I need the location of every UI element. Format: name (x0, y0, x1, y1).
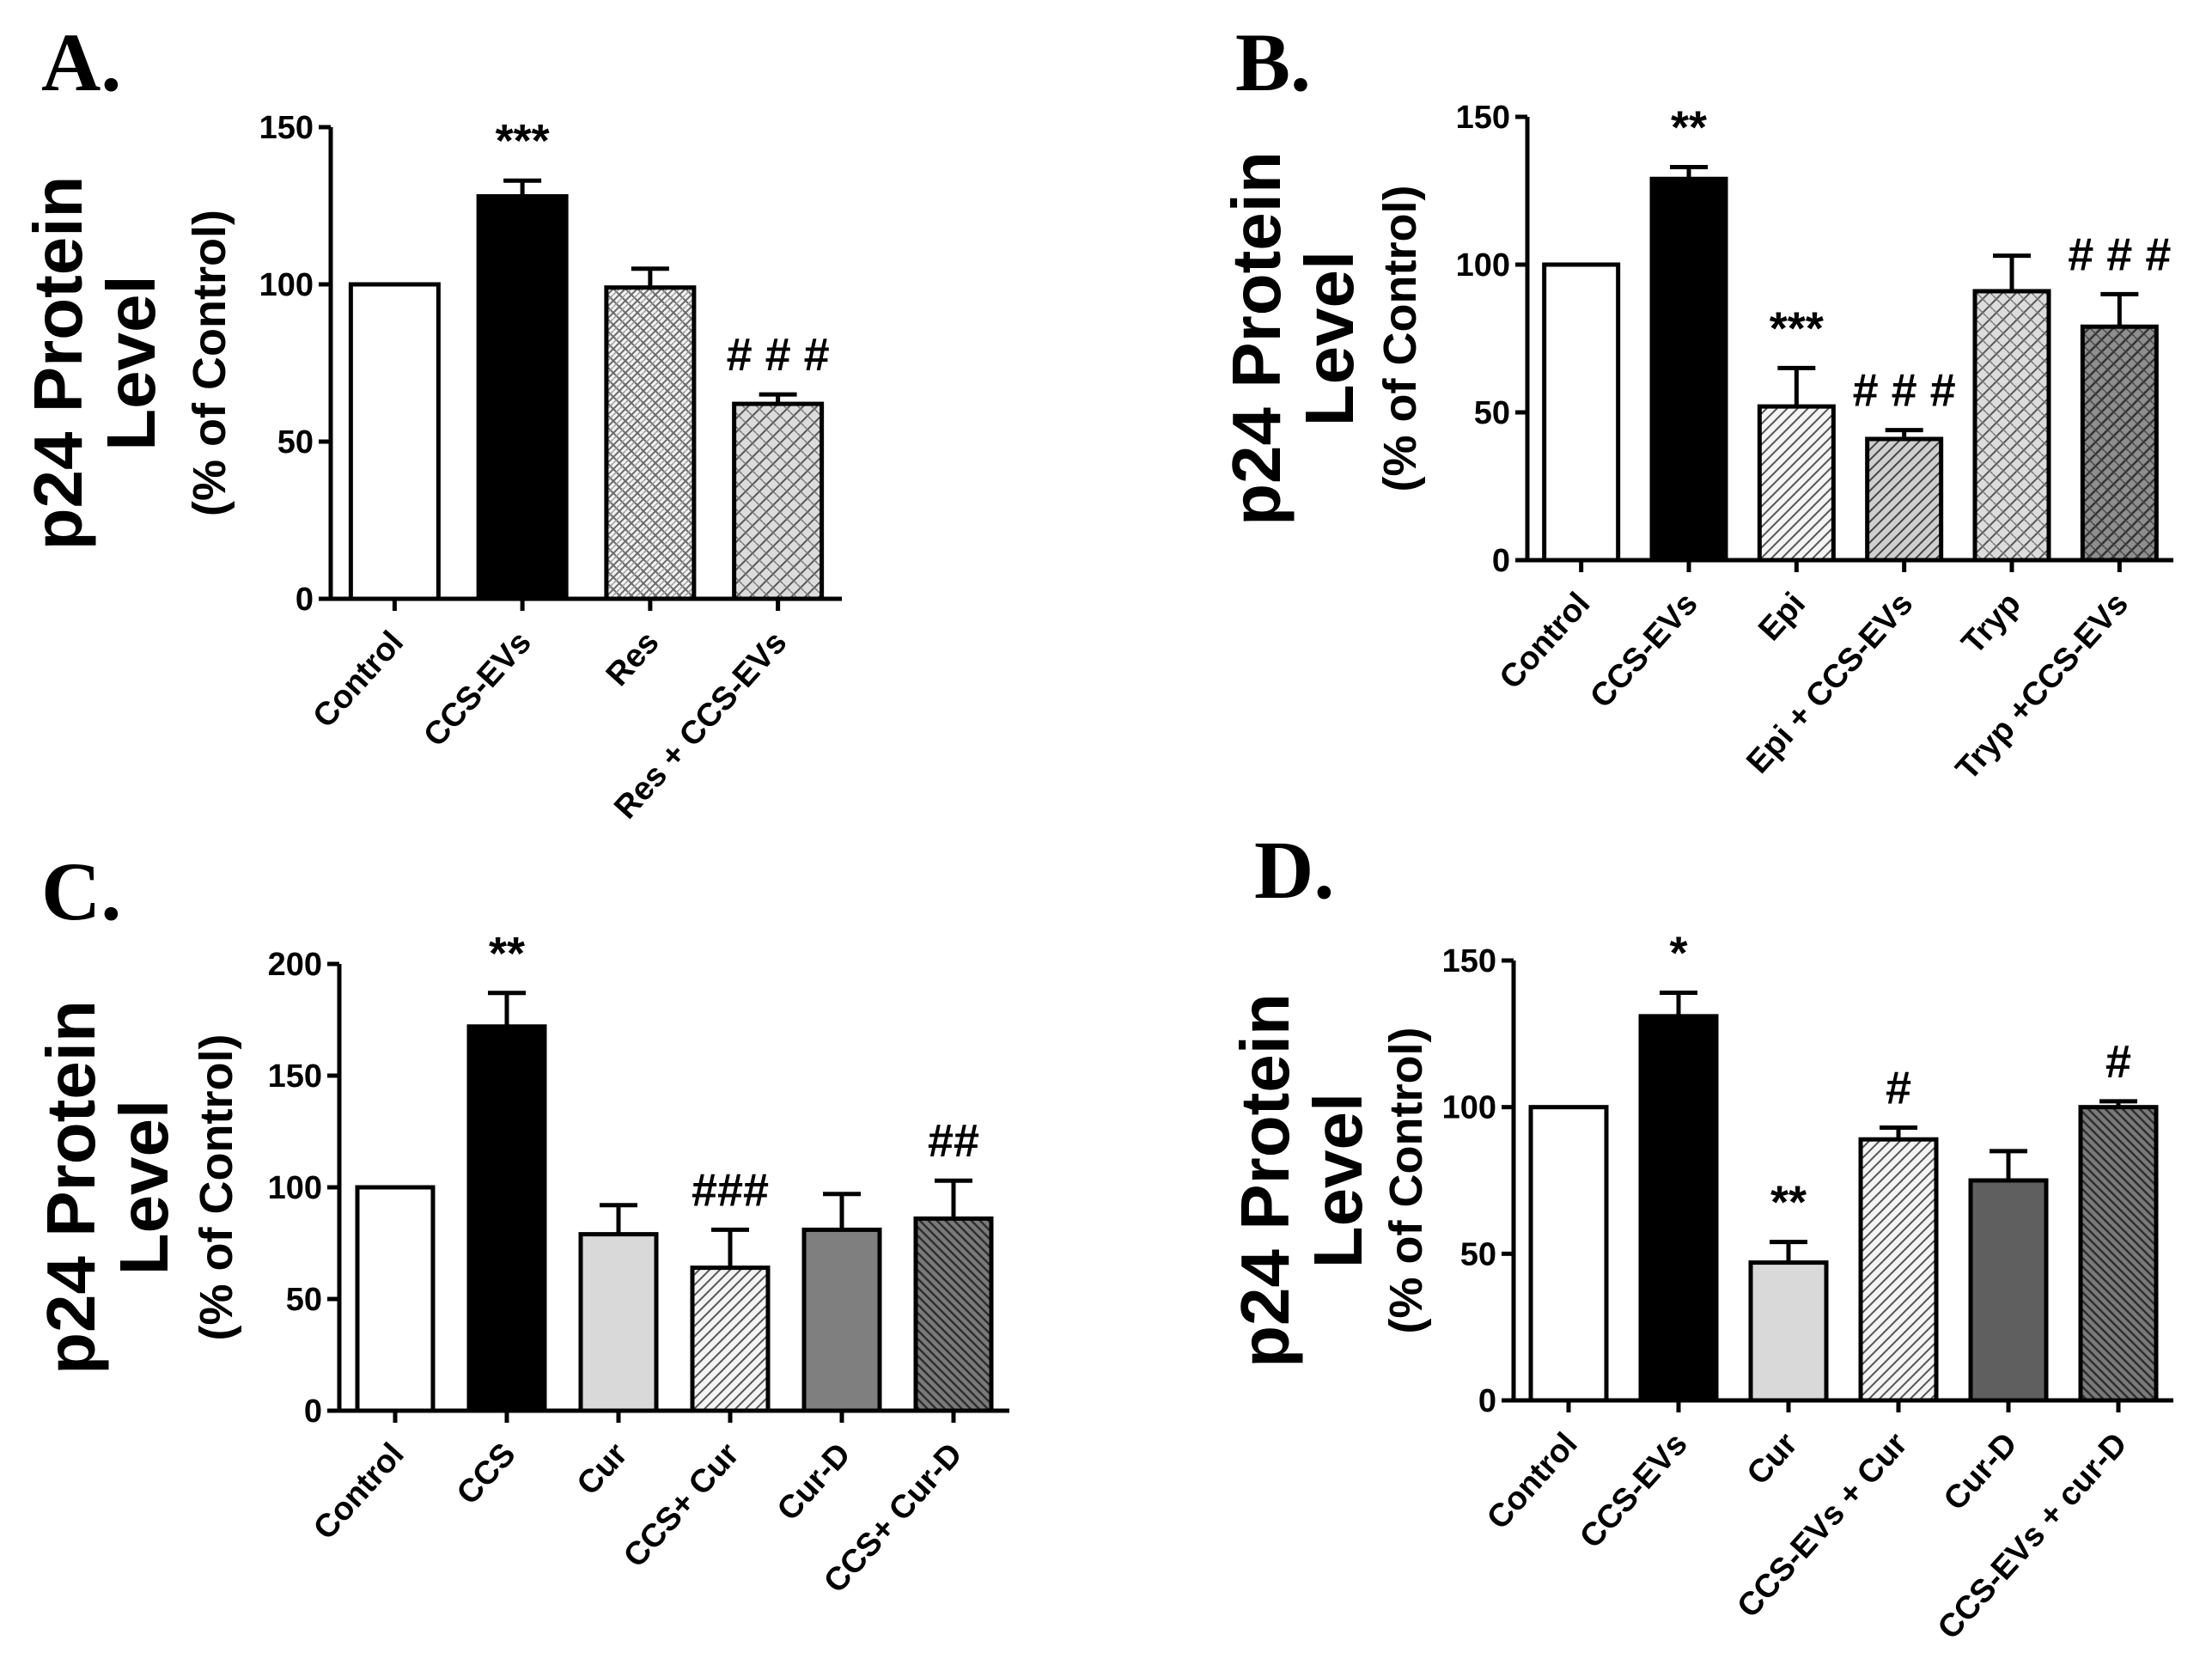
bar-tryp-ccs-evs (2080, 324, 2159, 563)
x-tick-label: Control (306, 625, 411, 735)
bar-tryp (1972, 289, 2051, 563)
bar-control (1542, 262, 1621, 563)
bar-res-ccs-evs (732, 401, 825, 601)
x-tick-label: Cur (1740, 1426, 1805, 1492)
y-axis-subtitle: (% of Control) (184, 210, 235, 516)
x-tick-label: Tryp (1955, 586, 2028, 662)
x-tick-label: CCS-EVs (417, 625, 538, 754)
y-axis-title-line2: Level (106, 1100, 182, 1276)
bar-ccs (466, 1024, 547, 1413)
y-tick-label: 0 (304, 1394, 322, 1430)
significance-label: ## (928, 1115, 979, 1167)
significance-label: ** (1671, 101, 1707, 153)
bar-ccs-cur-d (913, 1216, 994, 1413)
y-tick-label: 0 (296, 582, 314, 618)
panel-label: D. (1254, 824, 1334, 916)
bar-ccs-evs-cur-d (2078, 1105, 2159, 1403)
y-axis-subtitle: (% of Control) (191, 1034, 242, 1341)
y-tick-label: 100 (1456, 247, 1510, 284)
y-tick-label: 0 (1492, 543, 1510, 579)
panel-label: A. (41, 16, 121, 108)
bar-ccs-evs-cur (1858, 1137, 1939, 1403)
y-tick-label: 150 (259, 110, 314, 146)
bar-cur-d (1968, 1178, 2049, 1403)
significance-label: # (1886, 1063, 1911, 1114)
x-tick-label: CCS+ Cur (617, 1436, 746, 1575)
y-axis-title: p24 Protein (20, 176, 96, 551)
significance-label: # (2105, 1036, 2131, 1088)
y-axis-subtitle: (% of Control) (1374, 186, 1426, 492)
x-tick-label: Control (1480, 1426, 1585, 1536)
panel-label: B. (1235, 16, 1311, 108)
y-tick-label: 100 (1442, 1090, 1496, 1126)
panel-label: C. (41, 845, 121, 937)
bar-cur (578, 1232, 659, 1413)
bar-ccs-cur (690, 1266, 771, 1413)
x-tick-label: Res (600, 625, 667, 693)
x-tick-label: Cur-D (771, 1436, 858, 1528)
x-tick-label: CCS-EVs (1583, 586, 1704, 716)
y-tick-label: 100 (268, 1170, 322, 1206)
y-axis-title: p24 Protein (33, 1000, 109, 1375)
y-axis-title: p24 Protein (1227, 993, 1303, 1368)
x-tick-label: Control (307, 1436, 411, 1546)
x-tick-label: CCS-EVs (1573, 1426, 1694, 1556)
significance-label: # # # (727, 329, 830, 381)
y-tick-label: 50 (1460, 1236, 1496, 1272)
significance-label: *** (1770, 302, 1824, 354)
y-tick-label: 50 (277, 424, 314, 460)
y-tick-label: 0 (1478, 1383, 1496, 1419)
bar-cur-d (801, 1227, 882, 1413)
significance-label: ** (489, 928, 525, 979)
y-axis-title-line2: Level (93, 275, 169, 451)
bar-control (355, 1185, 436, 1413)
significance-label: # # # (2068, 229, 2171, 280)
y-axis-title-line2: Level (1291, 251, 1368, 427)
y-tick-label: 150 (1456, 100, 1510, 136)
x-tick-label: CCS-EVs + cur-D (1931, 1426, 2135, 1646)
x-tick-label: Cur (570, 1436, 635, 1503)
y-tick-label: 50 (1474, 395, 1510, 431)
significance-label: # # # (1853, 365, 1956, 417)
significance-label: ### (692, 1164, 769, 1216)
x-tick-label: CCS (450, 1436, 523, 1512)
bar-res (604, 285, 697, 601)
bar-ccs-evs (1649, 176, 1728, 563)
y-axis-subtitle: (% of Control) (1380, 1028, 1432, 1334)
bar-epi-ccs-evs (1865, 436, 1944, 563)
significance-label: * (1669, 928, 1687, 979)
significance-label: ** (1770, 1177, 1807, 1229)
x-tick-label: Cur-D (1937, 1426, 2025, 1518)
y-tick-label: 100 (259, 267, 314, 303)
bar-control (1528, 1105, 1609, 1403)
bar-control (348, 282, 441, 601)
y-tick-label: 150 (268, 1058, 322, 1095)
y-tick-label: 150 (1442, 943, 1496, 979)
y-axis-title-line2: Level (1300, 1093, 1376, 1269)
y-tick-label: 50 (286, 1282, 322, 1318)
y-tick-label: 200 (268, 947, 322, 983)
y-axis-title: p24 Protein (1218, 151, 1295, 526)
bar-cur (1748, 1260, 1829, 1403)
x-tick-label: Control (1493, 586, 1598, 696)
bar-ccs-evs (1638, 1014, 1719, 1403)
bar-ccs-evs (476, 194, 569, 601)
x-tick-label: Epi (1752, 586, 1813, 648)
significance-label: *** (496, 115, 550, 167)
bar-epi (1757, 404, 1836, 563)
